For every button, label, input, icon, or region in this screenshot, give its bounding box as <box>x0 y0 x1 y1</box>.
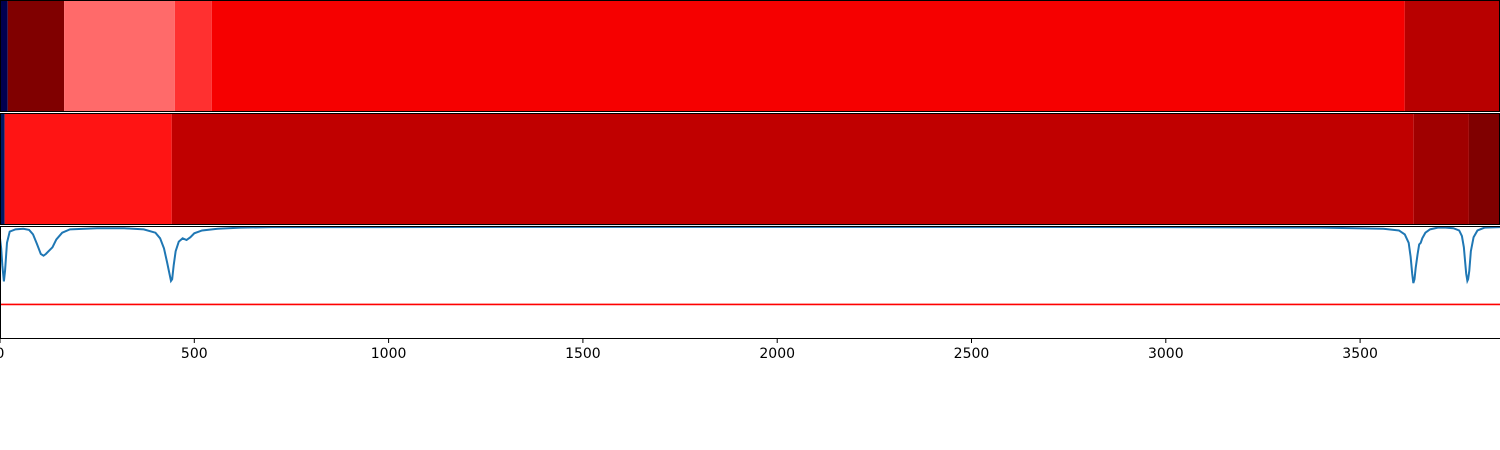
heatmap-cell-1-1 <box>4 113 172 225</box>
signal-line <box>0 225 1500 285</box>
heatmap-strip-top <box>0 0 1500 112</box>
x-tick-label-6: 3000 <box>1148 346 1184 362</box>
heatmap-cell-0-3 <box>174 0 212 112</box>
heatmap-cell-1-4 <box>1468 113 1500 225</box>
x-tick-label-5: 2500 <box>954 346 990 362</box>
x-axis-ticks: 0 500 1000 1500 2000 2500 3000 3500 <box>0 338 1378 362</box>
heatmap-cell-1-2 <box>171 113 1414 225</box>
x-tick-label-3: 1500 <box>565 346 601 362</box>
x-tick-label-4: 2000 <box>759 346 795 362</box>
heatmap-cell-1-0 <box>0 113 5 225</box>
heatmap-strip-bottom <box>0 113 1500 225</box>
heatmap-cell-0-2 <box>64 0 175 112</box>
heatmap-cell-0-5 <box>1404 0 1500 112</box>
heatmap-cell-0-4 <box>211 0 1405 112</box>
signal-plot <box>0 225 1500 306</box>
x-tick-label-7: 3500 <box>1342 346 1378 362</box>
x-tick-label-2: 1000 <box>371 346 407 362</box>
heatmap-cell-1-3 <box>1413 113 1469 225</box>
heatmap-cell-0-0 <box>0 0 8 112</box>
heatmap-cell-0-1 <box>7 0 65 112</box>
x-tick-label-1: 500 <box>181 346 208 362</box>
x-tick-label-0: 0 <box>0 346 4 362</box>
